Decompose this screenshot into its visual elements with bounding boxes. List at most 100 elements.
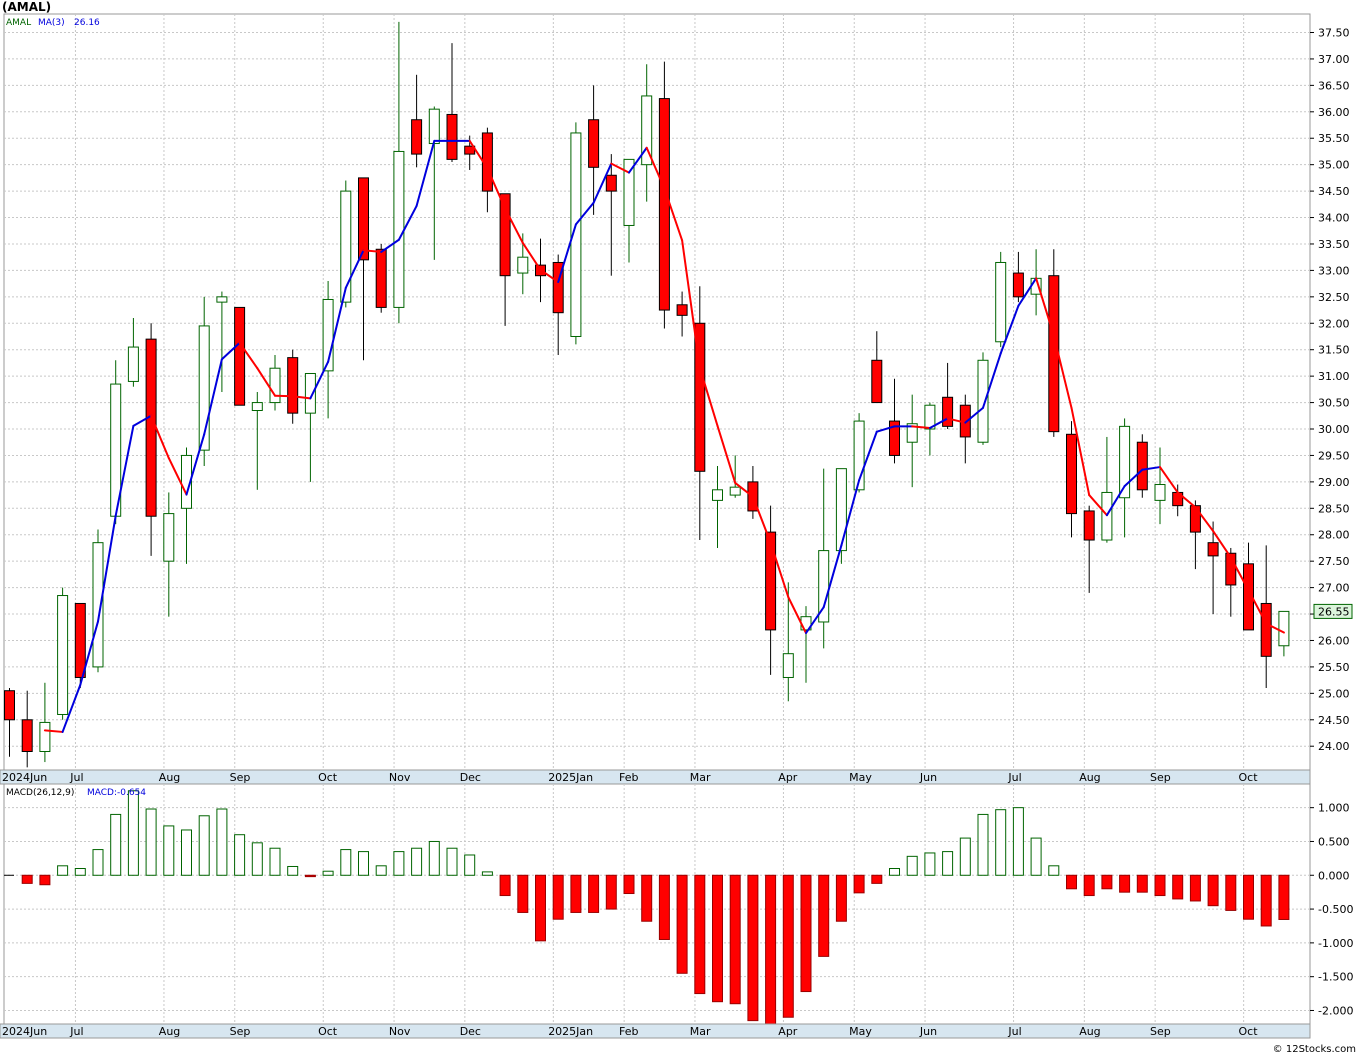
price-y-tick-label: 24.50: [1318, 714, 1350, 727]
ma3-segment: [822, 544, 843, 609]
candle: [623, 158, 635, 263]
macd-bar-negative: [1083, 874, 1095, 897]
candle-body-down: [694, 322, 706, 472]
candle-body-up: [127, 346, 139, 382]
price-x-tick-label: Oct: [318, 771, 338, 784]
macd-bar-positive: [446, 847, 458, 876]
candle-body-up: [977, 359, 989, 443]
macd-params-label: MACD(26,12,9): [6, 788, 74, 798]
macd-bar-positive: [269, 847, 281, 876]
ma3-segment: [1194, 506, 1215, 533]
candle: [39, 682, 51, 763]
candle-body-up: [924, 404, 936, 430]
macd-bar-positive: [906, 855, 918, 876]
ma3-segment: [274, 394, 294, 398]
macd-bar-positive: [251, 842, 263, 876]
macd-bar-negative: [765, 874, 777, 1028]
candle: [411, 74, 423, 168]
macd-bar-negative: [782, 874, 794, 1018]
candle-body-down: [552, 261, 564, 314]
ma3-segment: [716, 424, 737, 484]
price-y-tick-label: 25.00: [1318, 687, 1350, 700]
candle-body-down: [1066, 433, 1077, 515]
candle-body-down: [871, 359, 883, 404]
ma3-segment: [468, 139, 489, 170]
candle: [1066, 421, 1077, 538]
price-x-tick-label: Jul: [69, 771, 83, 784]
macd-bar-positive: [924, 852, 936, 876]
price-y-tick-label: 35.00: [1318, 159, 1350, 172]
candle-body-up: [57, 595, 69, 715]
price-y-tick-label: 32.50: [1318, 291, 1350, 304]
macd-bar-positive: [428, 840, 440, 876]
candle-body-up: [393, 150, 405, 308]
macd-bar-positive: [287, 865, 299, 876]
ma3-segment: [875, 425, 896, 433]
candle: [729, 455, 741, 498]
macd-bar-positive: [234, 834, 246, 876]
ma3-segment: [415, 139, 436, 207]
candle: [358, 177, 369, 361]
candle-body-down: [1083, 510, 1095, 541]
macd-bar-negative: [535, 874, 546, 942]
price-y-tick-label: 28.50: [1318, 502, 1350, 515]
price-y-tick-label: 28.00: [1318, 529, 1350, 542]
macd-bar-negative: [623, 874, 635, 895]
ma3-segment: [185, 433, 206, 496]
ma3-segment: [1088, 494, 1108, 517]
macd-bar-positive: [1048, 865, 1060, 876]
macd-bar-positive: [995, 809, 1007, 876]
ma3-segment: [592, 162, 613, 204]
ma3-segment: [1212, 530, 1232, 559]
ma3-segment: [964, 406, 984, 424]
candle: [1119, 418, 1131, 538]
price-x-tick-label: Sep: [230, 771, 251, 784]
candle: [375, 243, 387, 313]
candle: [163, 492, 175, 617]
candle: [269, 354, 281, 411]
ma3-segment: [1105, 485, 1126, 517]
candle: [782, 582, 794, 702]
ma3-segment: [628, 146, 648, 174]
candle: [1243, 542, 1254, 631]
candle: [1048, 249, 1060, 437]
candle: [251, 392, 263, 490]
price-y-tick-label: 27.50: [1318, 555, 1350, 568]
ma3-segment: [787, 596, 807, 635]
candle-body-down: [234, 306, 246, 406]
price-y-tick-label: 37.50: [1318, 27, 1350, 40]
price-y-tick-label: 36.50: [1318, 79, 1350, 92]
candle: [499, 193, 511, 326]
candle: [181, 447, 192, 564]
candle-body-down: [358, 177, 369, 261]
candle: [216, 291, 228, 392]
macd-y-tick-label: -1.500: [1318, 971, 1353, 984]
candle: [234, 306, 246, 406]
macd-x-tick-label: Sep: [230, 1025, 251, 1038]
macd-bar-negative: [605, 874, 617, 910]
macd-bar-positive: [57, 865, 69, 876]
price-x-tick-label: Nov: [389, 771, 411, 784]
candle: [889, 378, 900, 464]
candle-body-down: [287, 357, 299, 414]
macd-x-tick-label: Aug: [159, 1025, 180, 1038]
ma3-segment: [150, 414, 170, 460]
price-x-tick-label: Aug: [159, 771, 180, 784]
price-x-axis: 2024Jun Jul Aug Sep Oct Nov Dec 2025Jan Feb Mar Ap…: [2, 771, 1258, 784]
candle-body-up: [163, 513, 175, 562]
macd-bar-negative: [1172, 874, 1184, 900]
macd-bar-negative: [658, 874, 670, 940]
macd-x-tick-label: Jul: [1007, 1025, 1021, 1038]
last-price-value: 26.55: [1318, 605, 1350, 618]
macd-bar-negative: [1119, 874, 1131, 893]
candle: [570, 122, 582, 345]
candle: [641, 64, 653, 202]
ma3-segment: [238, 341, 259, 370]
macd-bar-negative: [570, 874, 582, 913]
ma3-segment: [114, 424, 135, 517]
macd-x-tick-label: Jun: [919, 1025, 937, 1038]
macd-bar-negative: [800, 874, 812, 993]
macd-x-tick-label: Feb: [619, 1025, 638, 1038]
macd-bar-negative: [712, 874, 723, 1003]
ma3-segment: [486, 167, 507, 210]
